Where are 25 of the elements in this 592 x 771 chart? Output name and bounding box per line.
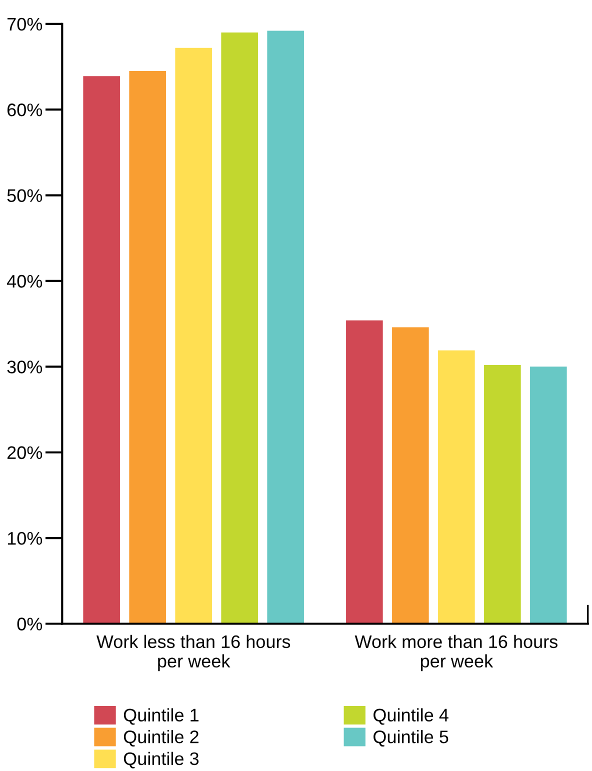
x-tick-label: Work less than 16 hours per week — [96, 634, 290, 672]
y-tick-label: 0% — [17, 618, 42, 630]
bar — [346, 320, 383, 624]
legend-label: Quintile 4 — [374, 708, 448, 725]
bar — [484, 364, 521, 624]
bar — [175, 48, 212, 624]
legend-label: Quintile 3 — [124, 752, 199, 768]
bar — [83, 76, 120, 624]
y-tick-label: 30% — [7, 360, 42, 374]
bar — [221, 32, 258, 624]
y-tick-label: 70% — [8, 18, 42, 31]
y-tick-label: 10% — [8, 532, 42, 545]
bar — [438, 350, 475, 624]
bar — [267, 30, 304, 624]
y-tick-label: 60% — [7, 104, 42, 116]
y-tick-label: 50% — [7, 189, 42, 202]
y-tick-label: 20% — [7, 446, 42, 460]
legend-label: Quintile 5 — [374, 730, 448, 747]
bar — [129, 71, 166, 624]
bar — [392, 327, 429, 624]
bar — [530, 366, 567, 624]
legend-label: Quintile 1 — [124, 708, 198, 725]
legend-label: Quintile 2 — [124, 730, 198, 747]
y-tick-label: 40% — [6, 274, 42, 288]
x-tick-label: Work more than 16 hours per week — [354, 634, 558, 672]
